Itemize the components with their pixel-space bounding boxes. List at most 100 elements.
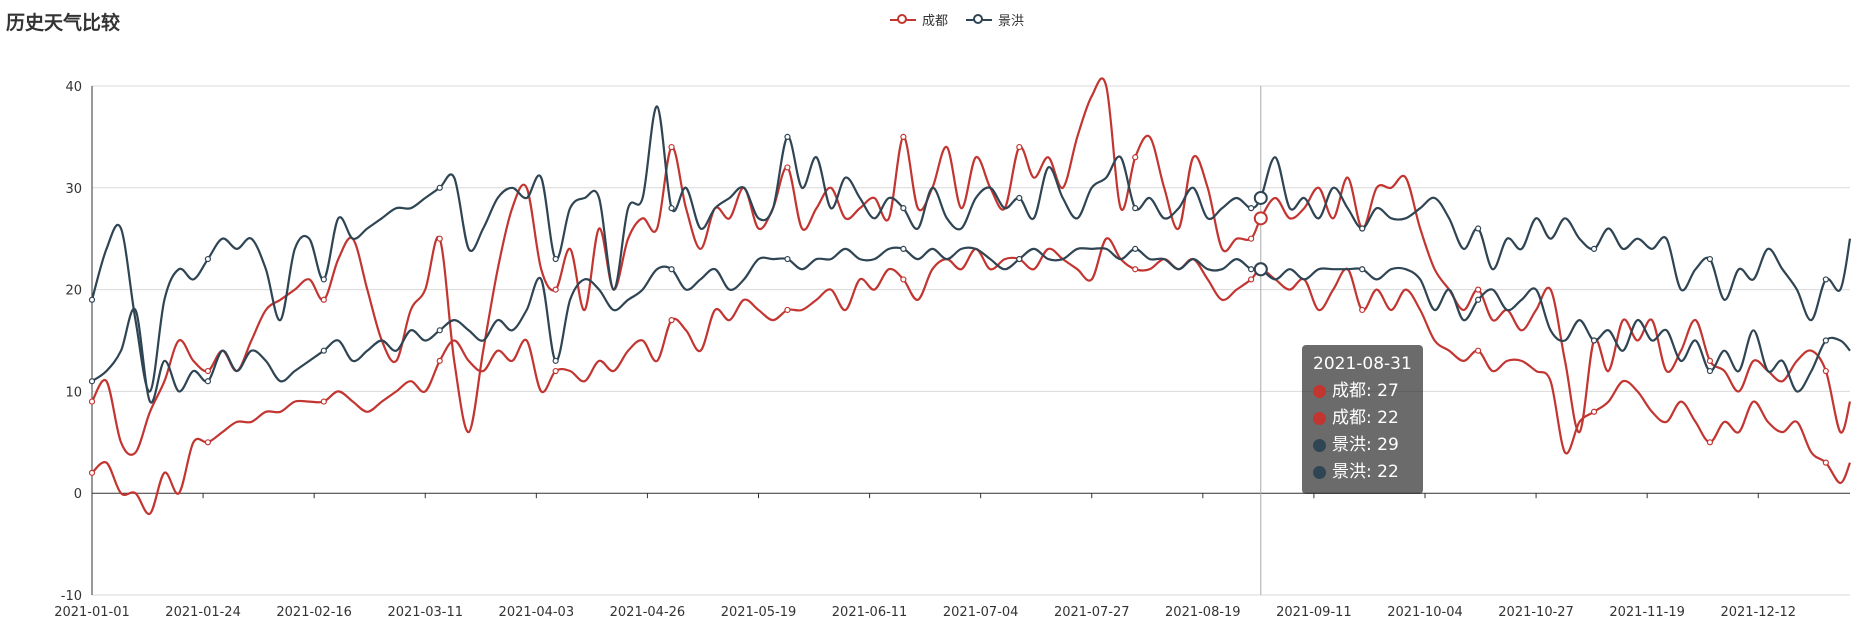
x-tick-label: 2021-01-24 <box>165 605 241 620</box>
data-point <box>552 367 559 375</box>
data-point <box>1132 205 1139 212</box>
highlight-point <box>1253 211 1268 226</box>
data-point <box>1590 337 1598 344</box>
tooltip-dot <box>1313 439 1326 452</box>
data-point <box>1475 286 1482 293</box>
legend-label-jinghong: 景洪 <box>998 14 1025 29</box>
data-point <box>900 133 907 140</box>
data-point <box>88 296 96 303</box>
tooltip-label: 景洪: 29 <box>1332 435 1399 455</box>
tooltip-row: 景洪: 29 <box>1313 432 1412 459</box>
data-point <box>436 235 443 242</box>
legend-swatch-chengdu <box>890 13 916 27</box>
data-point <box>436 357 443 364</box>
tooltip-label: 成都: 22 <box>1332 408 1399 428</box>
data-point <box>88 378 96 385</box>
data-point <box>1475 296 1482 303</box>
x-tick-label: 2021-10-27 <box>1498 605 1574 620</box>
data-point <box>1359 266 1366 273</box>
data-point <box>668 317 675 324</box>
y-tick-label: 30 <box>65 182 82 197</box>
data-point <box>1822 337 1829 344</box>
data-point <box>784 164 791 171</box>
data-point <box>1359 225 1366 232</box>
data-point <box>1706 367 1714 375</box>
data-point <box>1016 143 1023 151</box>
data-point <box>552 286 559 293</box>
data-point <box>1016 194 1023 202</box>
data-point <box>1359 306 1366 314</box>
data-point <box>320 398 327 405</box>
data-point <box>1248 205 1255 212</box>
legend-label-chengdu: 成都 <box>922 14 949 29</box>
legend: 成都 景洪 <box>890 10 1024 29</box>
data-point <box>320 276 327 283</box>
data-point <box>900 245 907 252</box>
highlight-point <box>1253 190 1268 205</box>
series-line <box>91 246 1851 404</box>
x-tick-label: 2021-12-12 <box>1720 605 1796 620</box>
y-tick-label: 20 <box>65 284 82 299</box>
data-point <box>1822 367 1829 375</box>
y-tick-label: 0 <box>74 487 82 502</box>
data-point <box>436 184 443 191</box>
data-point <box>1248 276 1255 283</box>
tooltip: 2021-08-31 成都: 27 成都: 22 景洪: 29 景洪: 22 <box>1302 345 1423 494</box>
data-point <box>668 205 675 212</box>
x-tick-label: 2021-05-19 <box>721 605 797 620</box>
data-point <box>1132 154 1139 161</box>
legend-item-chengdu[interactable]: 成都 <box>890 10 948 29</box>
x-tick-label: 2021-02-16 <box>276 605 352 620</box>
data-point <box>1248 266 1255 273</box>
data-point <box>204 367 212 375</box>
data-point <box>204 255 212 263</box>
x-tick-label: 2021-09-11 <box>1276 605 1352 620</box>
data-point <box>1706 357 1714 364</box>
y-tick-label: 10 <box>65 385 82 400</box>
data-point <box>552 255 559 263</box>
x-tick-label: 2021-03-11 <box>387 605 463 620</box>
tooltip-row: 成都: 22 <box>1313 405 1412 432</box>
data-point <box>784 306 791 314</box>
tooltip-date: 2021-08-31 <box>1313 354 1412 374</box>
legend-item-jinghong[interactable]: 景洪 <box>966 10 1024 29</box>
data-point <box>1132 266 1139 273</box>
data-point <box>88 398 96 405</box>
x-tick-label: 2021-07-04 <box>943 605 1019 620</box>
chart-title: 历史天气比较 <box>6 12 121 34</box>
x-tick-label: 2021-07-27 <box>1054 605 1130 620</box>
data-point <box>1706 439 1714 446</box>
x-tick-label: 2021-04-26 <box>610 605 686 620</box>
data-point <box>1590 408 1598 415</box>
x-tick-label: 2021-10-04 <box>1387 605 1463 620</box>
tooltip-row: 景洪: 22 <box>1313 459 1412 486</box>
x-tick-label: 2021-06-11 <box>832 605 908 620</box>
tooltip-label: 成都: 27 <box>1332 381 1399 401</box>
tooltip-dot <box>1313 385 1326 398</box>
data-point <box>1706 255 1714 263</box>
data-point <box>1822 276 1829 283</box>
tooltip-row: 成都: 27 <box>1313 378 1412 405</box>
data-point <box>320 347 327 354</box>
data-point <box>1475 347 1482 354</box>
data-point <box>1822 459 1829 466</box>
y-tick-label: -10 <box>61 589 82 604</box>
x-tick-label: 2021-11-19 <box>1609 605 1685 620</box>
x-tick-label: 2021-01-01 <box>54 605 130 620</box>
data-point <box>552 357 559 364</box>
tooltip-dot <box>1313 412 1326 425</box>
data-point <box>88 469 96 476</box>
data-point <box>320 296 327 303</box>
highlight-point <box>1253 262 1268 277</box>
series-line <box>91 77 1852 456</box>
data-point <box>784 255 791 263</box>
legend-swatch-jinghong <box>966 13 993 27</box>
data-point <box>668 143 675 151</box>
series-line <box>90 105 1852 393</box>
data-point <box>1590 245 1598 252</box>
data-point <box>204 439 212 446</box>
data-point <box>900 276 907 283</box>
data-point <box>1132 245 1139 252</box>
